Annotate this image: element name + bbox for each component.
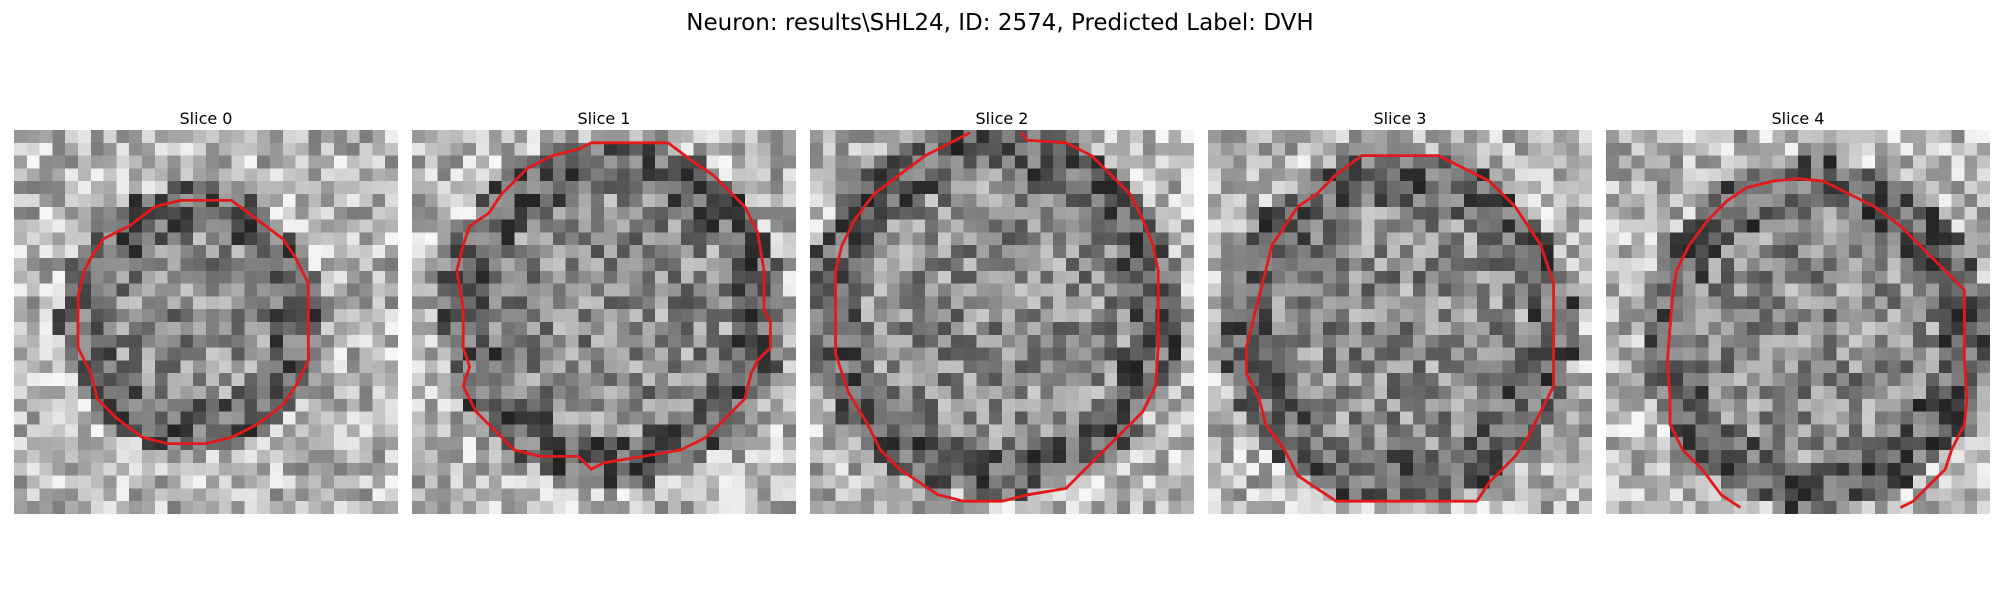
slice-title: Slice 4 — [1771, 109, 1825, 128]
neuron-contour — [834, 131, 1160, 503]
neuron-contour — [455, 141, 772, 471]
slice-title: Slice 1 — [577, 109, 631, 128]
pixel-grid — [1208, 130, 1592, 514]
pixel-grid — [810, 130, 1194, 514]
figure-title: Neuron: results\SHL24, ID: 2574, Predict… — [686, 10, 1314, 36]
slice-image-4 — [1606, 130, 1990, 514]
pixel-grid — [412, 130, 796, 514]
slice-panel-1: Slice 1 — [412, 108, 796, 514]
slice-panel-4: Slice 4 — [1606, 108, 1990, 514]
slice-panel-3: Slice 3 — [1208, 108, 1592, 514]
pixel-grid — [14, 130, 398, 514]
slice-panel-2: Slice 2 — [810, 108, 1194, 514]
neuron-contour — [76, 198, 310, 446]
neuron-contour — [1666, 177, 1969, 509]
slice-title: Slice 0 — [179, 109, 233, 128]
slice-panel-0: Slice 0 — [14, 108, 398, 514]
slice-image-0 — [14, 130, 398, 514]
neuron-contour — [1244, 154, 1556, 503]
slice-title: Slice 3 — [1373, 109, 1427, 128]
slice-title: Slice 2 — [975, 109, 1029, 128]
slice-image-2 — [810, 130, 1194, 514]
slice-image-1 — [412, 130, 796, 514]
slice-image-3 — [1208, 130, 1592, 514]
pixel-grid — [1606, 130, 1990, 514]
